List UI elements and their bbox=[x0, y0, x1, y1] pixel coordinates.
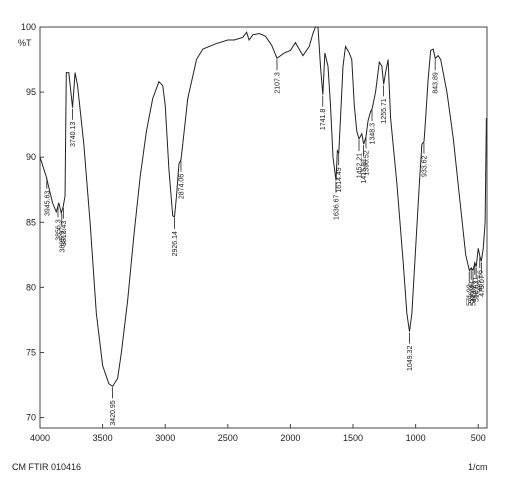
spectrum-line bbox=[39, 26, 487, 388]
x-axis-label: 1/cm bbox=[468, 462, 488, 472]
peak-label: 3420.95 bbox=[110, 400, 117, 425]
peak-label: 2107.3 bbox=[274, 72, 281, 94]
y-tick-label: 85 bbox=[26, 217, 36, 227]
peak-label: 1049.32 bbox=[407, 346, 414, 371]
peak-label: 843.89 bbox=[433, 72, 440, 94]
peak-label: 1415.81 bbox=[361, 158, 368, 183]
x-tick-label: 3500 bbox=[93, 433, 113, 443]
x-tick-label: 4000 bbox=[30, 433, 50, 443]
footer-label: CM FTIR 010416 bbox=[12, 462, 81, 472]
peak-label: 475.07 bbox=[479, 275, 486, 297]
y-tick-label: 70 bbox=[26, 413, 36, 423]
y-tick-label: 90 bbox=[26, 152, 36, 162]
y-axis-label: %T bbox=[18, 38, 32, 48]
peak-label: 2926.14 bbox=[172, 231, 179, 256]
x-tick-label: 1000 bbox=[406, 433, 426, 443]
peak-label: 933.62 bbox=[421, 155, 428, 177]
peak-label: 556.39 bbox=[469, 282, 476, 304]
y-tick-label: 95 bbox=[26, 87, 36, 97]
peak-label: 1452.21 bbox=[357, 153, 364, 178]
peak-label: 3856.3 bbox=[55, 219, 62, 241]
peak-label: 1348.3 bbox=[370, 123, 377, 145]
x-tick-label: 2500 bbox=[218, 433, 238, 443]
y-tick-label: 75 bbox=[26, 347, 36, 357]
plot-frame bbox=[39, 26, 488, 429]
peak-label: 1396.52 bbox=[363, 150, 370, 175]
peak-label: 1614.49 bbox=[336, 167, 343, 192]
peak-label: 516.63 bbox=[474, 280, 481, 302]
peak-label: 1636.67 bbox=[333, 195, 340, 220]
peak-label: 487.66 bbox=[477, 270, 484, 292]
x-tick-label: 3000 bbox=[155, 433, 175, 443]
peak-label: 3813.43 bbox=[61, 221, 68, 246]
x-tick-label: 1500 bbox=[343, 433, 363, 443]
peak-label: 3945.63 bbox=[44, 191, 51, 216]
x-tick-label: 2000 bbox=[280, 433, 300, 443]
peak-label: 1255.71 bbox=[381, 98, 388, 123]
peak-label: 527.71 bbox=[472, 277, 479, 299]
x-tick-label: 500 bbox=[471, 433, 486, 443]
peak-label: 3740.13 bbox=[70, 122, 77, 147]
peak-label: 571.92 bbox=[467, 284, 474, 306]
y-tick-label: 100 bbox=[21, 22, 36, 32]
y-tick-label: 80 bbox=[26, 282, 36, 292]
peak-label: 542.02 bbox=[470, 284, 477, 306]
peak-label: 2874.06 bbox=[178, 174, 185, 199]
peak-label: 3825.97 bbox=[59, 227, 66, 252]
peak-label: 1741.8 bbox=[320, 109, 327, 131]
